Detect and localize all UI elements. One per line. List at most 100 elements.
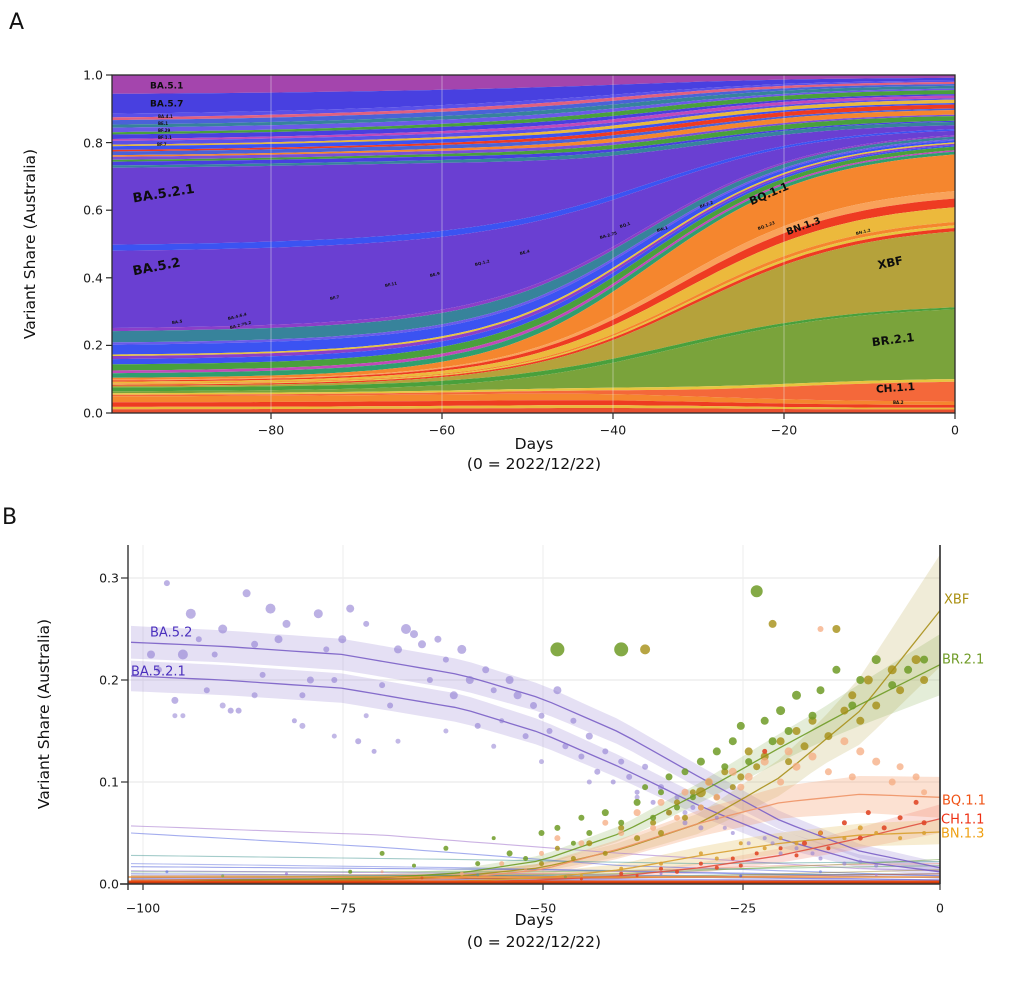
scatter-dot-XBF	[800, 742, 809, 751]
fit-line-BA.5.2.1	[130, 675, 941, 873]
scatter-dot-CH.1.1	[778, 846, 783, 851]
scatter-dot-BA.5.2	[610, 779, 616, 785]
scatter-dot-BQ.1.1	[737, 783, 745, 791]
scatter-dot-BQ.1.1	[674, 814, 680, 821]
scatter-dot-BN.1.3	[818, 831, 823, 835]
fit-line-BR.2.1	[130, 664, 941, 883]
ci-band-BA.5.2.1	[131, 660, 940, 877]
scatter-dot-BQ.1.1	[760, 757, 769, 766]
scatter-dot-BR.2.1	[920, 655, 929, 664]
scatter-dot-BA.5.2	[227, 707, 234, 714]
scatter-dot-XBF	[721, 768, 729, 776]
scatter-dot-XBF	[666, 809, 672, 816]
scatter-dot-BQ.1.1	[784, 747, 793, 756]
minor-scatter-dot	[380, 870, 384, 874]
scatter-dot-BR.2.1	[650, 814, 657, 821]
scatter-dot-BR.2.1	[412, 863, 416, 868]
ci-band-BA.5.2	[131, 625, 940, 873]
scatter-dot-XBF	[744, 747, 753, 756]
scatter-dot-BA.5.2	[195, 636, 202, 643]
scatter-dot-BA.5.2	[482, 666, 490, 674]
scatter-dot-BA.5.2	[291, 718, 297, 724]
scatter-dot-BA.5.2	[203, 687, 210, 694]
scatter-dot-BQ.1.1	[824, 768, 832, 776]
scatter-dot-BA.5.2	[387, 702, 394, 709]
scatter-dot-BA.5.2	[251, 640, 259, 648]
scatter-dot-BA.5.2.1	[491, 743, 497, 749]
scatter-dot-BA.5.2.1	[858, 859, 863, 864]
scatter-dot-BA.5.2.1	[810, 851, 815, 856]
ci-band-BR.2.1	[131, 634, 940, 883]
scatter-dot-BQ.1.1	[888, 778, 896, 786]
scatter-dot-BA.5.2	[465, 676, 474, 684]
muller-band	[112, 307, 955, 392]
scatter-dot-BR.2.1	[776, 706, 786, 716]
scatter-dot-CH.1.1	[921, 820, 927, 826]
scatter-dot-BR.2.1	[443, 845, 449, 851]
panel-a-letter: A	[9, 10, 25, 35]
scatter-dot-BA.5.2	[274, 635, 283, 644]
muller-band	[112, 150, 955, 374]
scatter-dot-BA.5.2	[163, 580, 170, 587]
scatter-dot-XBF	[872, 701, 881, 710]
panel-a-chart	[106, 74, 956, 419]
scatter-dot-BR.2.1	[745, 758, 753, 766]
scatter-dot-XBF	[674, 799, 680, 806]
scatter-dot-BA.5.2	[457, 644, 467, 654]
scatter-dot-BR.2.1	[348, 869, 353, 874]
scatter-dot-BA.5.2	[449, 691, 458, 700]
scatter-dot-BA.5.2	[634, 789, 640, 795]
muller-band-BF.1.1	[112, 95, 955, 141]
scatter-dot-BR.2.1	[760, 716, 769, 725]
scatter-dot-XBF	[832, 625, 841, 633]
scatter-dot-XBF	[682, 814, 688, 821]
muller-band	[112, 84, 955, 125]
scatter-dot-BQ.1.1	[499, 861, 505, 867]
scatter-dot-BA.5.2	[818, 856, 823, 861]
scatter-dot-BA.5.2	[538, 712, 545, 719]
scatter-dot-BR.2.1	[642, 784, 649, 791]
scatter-dot-BA.5.2	[578, 753, 585, 760]
scatter-dot-BQ.1.1	[856, 747, 865, 756]
scatter-dot-XBF	[586, 840, 593, 847]
scatter-dot-BA.5.2	[171, 696, 179, 704]
minor-fit-line	[130, 873, 941, 881]
scatter-dot-BA.5.2.1	[634, 794, 640, 800]
scatter-dot-BA.5.2	[418, 640, 426, 649]
scatter-dot-CH.1.1	[857, 835, 863, 841]
muller-band	[112, 405, 955, 410]
scatter-dot-BR.2.1	[554, 824, 561, 831]
scatter-dot-BA.5.2	[401, 624, 411, 634]
scatter-dot-BQ.1.1	[848, 773, 856, 781]
scatter-dot-BA.5.2	[259, 671, 266, 678]
scatter-dot-BA.5.2	[323, 646, 330, 653]
scatter-dot-BA.5.2.1	[180, 713, 186, 719]
minor-scatter-dot	[874, 873, 878, 877]
scatter-dot-BQ.1.1	[602, 819, 609, 826]
scatter-dot-BA.5.2	[746, 841, 751, 846]
scatter-dot-BA.5.2	[585, 732, 593, 740]
muller-band-XBF	[112, 231, 955, 388]
muller-band-CH.1.1	[112, 381, 955, 402]
scatter-dot-BA.5.2	[513, 691, 522, 700]
scatter-dot-CH.1.1	[754, 851, 759, 856]
scatter-dot-BA.5.2	[410, 630, 418, 639]
scatter-dot-BN.1.3	[659, 861, 663, 866]
scatter-dot-BQ.1.1	[817, 626, 824, 632]
scatter-dot-BR.2.1	[681, 768, 689, 776]
scatter-dot-CH.1.1	[738, 863, 743, 868]
scatter-dot-BQ.1.1	[704, 778, 713, 786]
scatter-dot-XBF	[785, 758, 793, 766]
scatter-dot-BN.1.3	[898, 836, 903, 841]
panel-b-chart	[120, 545, 941, 890]
scatter-dot-CH.1.1	[913, 799, 919, 805]
scatter-dot-BN.1.3	[762, 846, 767, 851]
muller-band	[112, 146, 955, 371]
scatter-dot-BA.5.2	[242, 589, 251, 598]
scatter-dot-BA.5.2	[650, 799, 656, 805]
muller-band	[112, 400, 955, 408]
scatter-dot-BA.5.2.1	[682, 810, 688, 816]
muller-band-BQ.1.1	[112, 154, 955, 380]
scatter-dot-XBF	[920, 676, 929, 684]
